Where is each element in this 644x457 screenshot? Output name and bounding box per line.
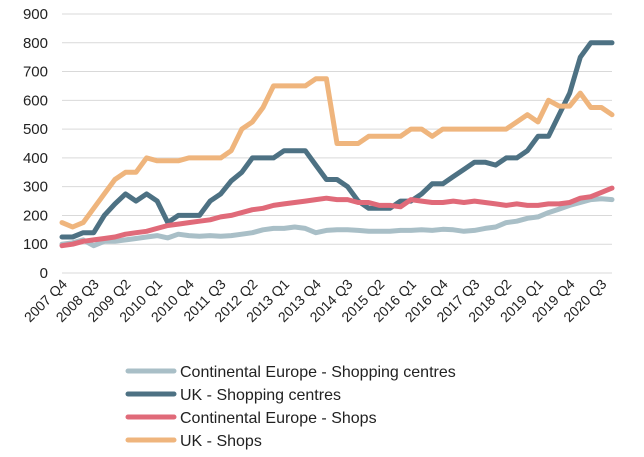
legend-label-0: Continental Europe - Shopping centres (180, 364, 456, 381)
legend-label-1: UK - Shopping centres (180, 387, 341, 404)
y-tick-label: 0 (40, 265, 48, 282)
series-line-0 (59, 196, 615, 249)
y-tick-label: 800 (23, 35, 48, 52)
series-lines (59, 40, 615, 249)
series-line-3 (59, 76, 615, 230)
legend: Continental Europe - Shopping centres UK … (125, 364, 456, 450)
y-tick-label: 100 (23, 236, 48, 253)
y-tick-label: 900 (23, 6, 48, 23)
legend-label-3: UK - Shops (180, 433, 262, 450)
y-tick-label: 400 (23, 150, 48, 167)
y-tick-label: 500 (23, 121, 48, 138)
y-axis-ticks: 0 100 200 300 400 500 600 700 800 900 (23, 6, 48, 282)
y-tick-label: 200 (23, 207, 48, 224)
y-tick-label: 600 (23, 92, 48, 109)
series-line-1 (59, 40, 615, 240)
y-tick-label: 300 (23, 179, 48, 196)
series-line-2 (59, 185, 615, 249)
legend-label-2: Continental Europe - Shops (180, 410, 377, 427)
y-tick-label: 700 (23, 64, 48, 81)
